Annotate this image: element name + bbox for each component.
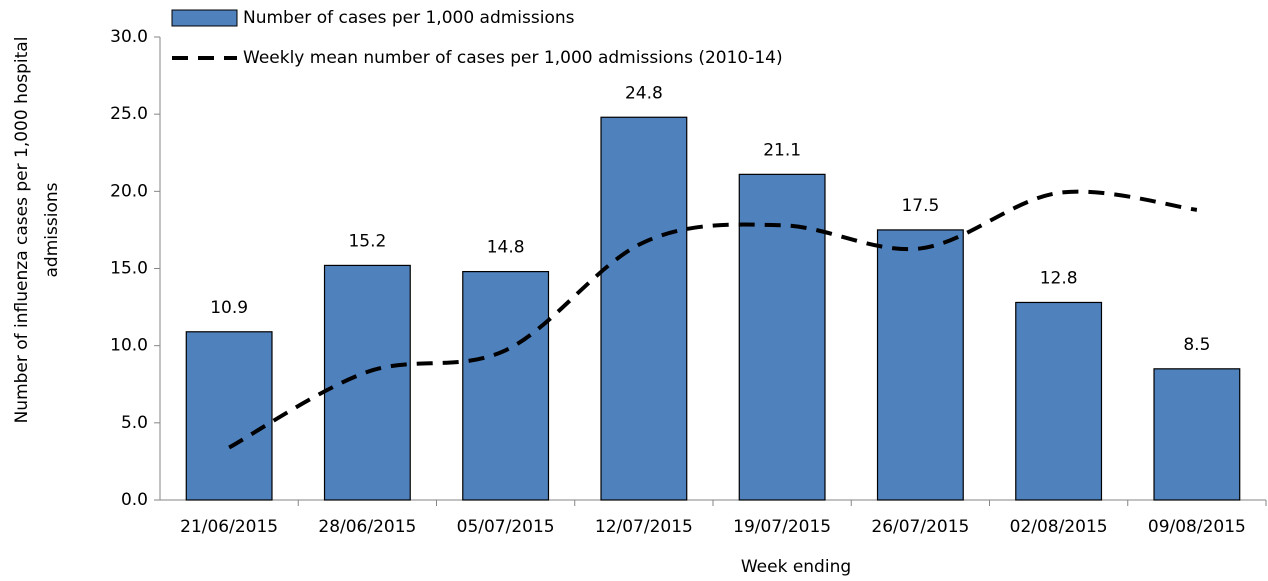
bar <box>1153 368 1241 501</box>
y-axis-title-line: admissions <box>42 182 62 277</box>
bar <box>462 270 550 501</box>
x-tick-label: 09/08/2015 <box>1148 517 1246 537</box>
y-tick-label: 15.0 <box>110 259 148 279</box>
y-axis-title-line: Number of influenza cases per 1,000 hosp… <box>12 37 32 424</box>
y-tick-label: 0.0 <box>121 490 148 510</box>
value-label: 21.1 <box>763 140 801 160</box>
legend-swatch <box>171 9 238 27</box>
x-tick-label: 12/07/2015 <box>595 517 693 537</box>
value-label: 24.8 <box>625 83 663 103</box>
value-label: 12.8 <box>1040 268 1078 288</box>
y-tick-label: 10.0 <box>110 336 148 356</box>
bar <box>738 173 826 501</box>
line <box>228 189 1198 450</box>
value-label: 17.5 <box>901 196 939 216</box>
x-tick-label: 21/06/2015 <box>180 517 278 537</box>
legend-label: Weekly mean number of cases per 1,000 ad… <box>243 48 783 68</box>
value-label: 10.9 <box>210 298 248 318</box>
y-tick-label: 25.0 <box>110 104 148 124</box>
value-label: 15.2 <box>348 231 386 251</box>
legend-label: Number of cases per 1,000 admissions <box>243 8 575 28</box>
x-tick-label: 26/07/2015 <box>871 517 969 537</box>
y-tick-label: 30.0 <box>110 27 148 47</box>
x-tick-label: 28/06/2015 <box>318 517 416 537</box>
bar <box>876 229 964 501</box>
x-tick-label: 05/07/2015 <box>457 517 555 537</box>
bar <box>600 116 688 501</box>
value-label: 14.8 <box>487 238 525 258</box>
bar <box>1015 301 1103 501</box>
y-axis-title: Number of influenza cases per 1,000 hosp… <box>12 37 62 424</box>
y-tick-label: 5.0 <box>121 413 148 433</box>
x-axis-title: Week ending <box>741 557 851 577</box>
x-tick-label: 02/08/2015 <box>1010 517 1108 537</box>
y-tick-label: 20.0 <box>110 181 148 201</box>
value-label: 8.5 <box>1183 335 1210 355</box>
x-tick-label: 19/07/2015 <box>733 517 831 537</box>
bar <box>185 331 273 501</box>
bar <box>323 264 411 501</box>
